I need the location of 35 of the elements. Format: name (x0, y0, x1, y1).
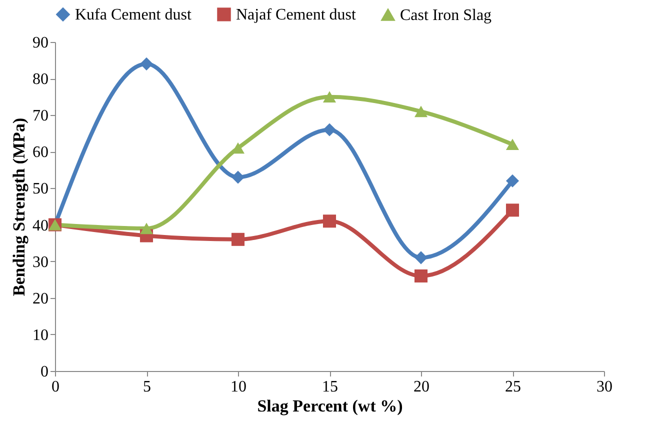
point (322, 214, 336, 228)
y-tick-label: 40 (32, 217, 48, 234)
point (140, 222, 154, 234)
legend-label: Najaf Cement dust (236, 6, 357, 24)
y-tick-label: 0 (40, 364, 48, 380)
point (414, 269, 428, 282)
y-tick-label: 70 (32, 108, 48, 125)
point (322, 91, 336, 102)
point (506, 204, 520, 217)
y-tick-label: 30 (32, 254, 48, 271)
x-tick-label: 20 (414, 378, 430, 396)
point (506, 174, 520, 188)
y-tick-label: 80 (32, 71, 48, 88)
x-tick-label: 30 (596, 378, 612, 396)
y-tick-label: 20 (32, 290, 48, 308)
x-tick-label: 25 (505, 378, 521, 396)
x-tick-label: 15 (322, 378, 338, 396)
x-tick-label: 5 (143, 378, 151, 396)
y-tick-label: 50 (32, 180, 48, 198)
point (414, 106, 428, 118)
point (140, 57, 154, 70)
y-tick-label: 10 (32, 326, 48, 344)
point (322, 123, 336, 136)
y-tick-label: 60 (32, 144, 48, 162)
x-axis-title: Slag Percent (wt %) (257, 396, 403, 416)
y-axis-title: Bending Strength (MPa) (10, 118, 28, 296)
legend-label: Cast Iron Slag (400, 6, 492, 24)
point (231, 232, 245, 246)
point (231, 170, 245, 184)
legend-label: Kufa Cement dust (75, 6, 192, 24)
y-tick-label: 90 (32, 34, 48, 52)
x-tick-label: 10 (230, 378, 246, 396)
x-tick-label: 0 (52, 378, 60, 396)
point (414, 251, 428, 264)
point (506, 138, 520, 150)
